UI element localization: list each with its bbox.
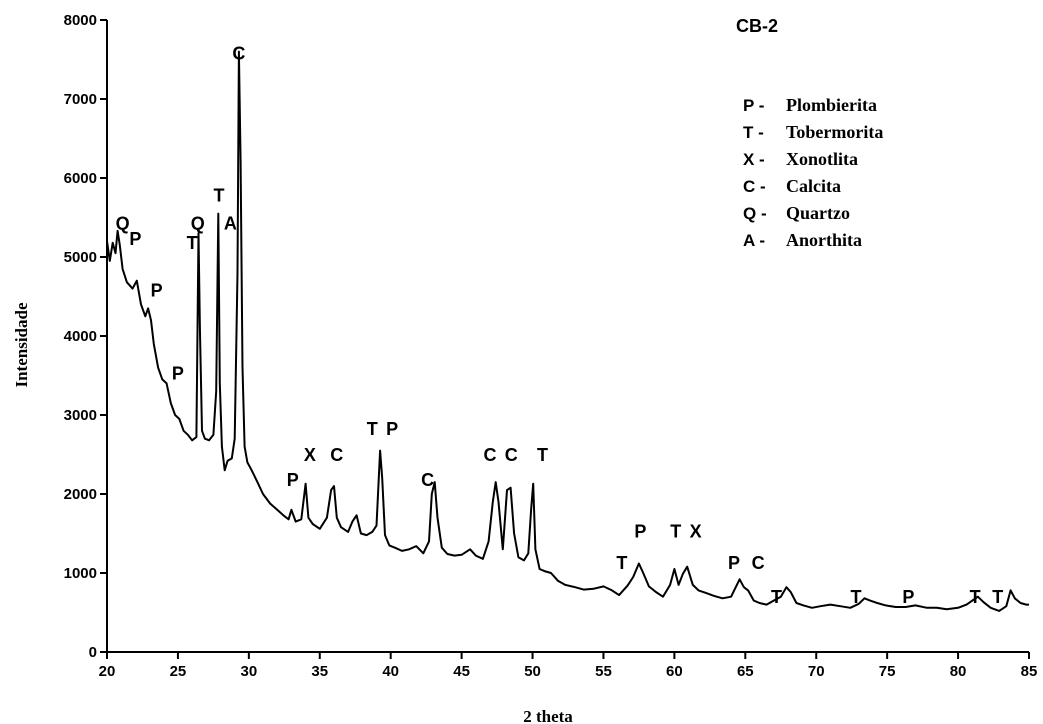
chart-title: CB-2 bbox=[736, 16, 778, 36]
peak-label: C bbox=[232, 44, 245, 64]
x-tick-label: 60 bbox=[666, 663, 683, 680]
peak-label: P bbox=[287, 470, 299, 490]
x-tick-label: 20 bbox=[99, 663, 116, 680]
y-tick-label: 8000 bbox=[64, 12, 97, 29]
peak-label: C bbox=[505, 445, 518, 465]
peak-label: Q bbox=[191, 213, 205, 233]
peak-label: P bbox=[634, 521, 646, 541]
peak-label: T bbox=[970, 587, 981, 607]
x-tick-label: 55 bbox=[595, 663, 612, 680]
legend-name: Xonotlita bbox=[786, 149, 858, 169]
legend-name: Calcita bbox=[786, 176, 841, 196]
x-tick-label: 70 bbox=[808, 663, 825, 680]
x-tick-label: 35 bbox=[311, 663, 328, 680]
legend-code: X - bbox=[743, 150, 765, 169]
legend-code: Q - bbox=[743, 204, 767, 223]
legend-code: T - bbox=[743, 123, 764, 142]
x-tick-label: 85 bbox=[1021, 663, 1038, 680]
x-axis-ticks: 20 25 30 35 40 45 50 55 60 65 70 75 80 85 bbox=[99, 652, 1038, 680]
peak-label: C bbox=[752, 553, 765, 573]
peak-label: P bbox=[728, 553, 740, 573]
legend: P - Plombierita T - Tobermorita X - Xonotlita… bbox=[743, 95, 883, 250]
peak-label: P bbox=[386, 419, 398, 439]
plot-area: 0 1000 2000 3000 4000 5000 6000 7000 8000 20 25 30… bbox=[64, 12, 1038, 680]
peak-label: T bbox=[214, 186, 225, 206]
legend-name: Quartzo bbox=[786, 203, 850, 223]
peak-label: P bbox=[172, 363, 184, 383]
peak-label: Q bbox=[116, 213, 130, 233]
peak-label: P bbox=[151, 281, 163, 301]
y-tick-label: 6000 bbox=[64, 170, 97, 187]
peak-label: T bbox=[850, 587, 861, 607]
x-tick-label: 80 bbox=[950, 663, 967, 680]
y-tick-label: 3000 bbox=[64, 407, 97, 424]
legend-name: Plombierita bbox=[786, 95, 877, 115]
x-tick-label: 65 bbox=[737, 663, 754, 680]
legend-name: Anorthita bbox=[786, 230, 862, 250]
x-axis-title: 2 theta bbox=[523, 707, 573, 724]
peak-label: T bbox=[771, 587, 782, 607]
y-axis-title: Intensidade bbox=[12, 302, 31, 387]
x-tick-label: 50 bbox=[524, 663, 541, 680]
peak-label: A bbox=[224, 213, 237, 233]
x-tick-label: 25 bbox=[170, 663, 187, 680]
y-tick-label: 4000 bbox=[64, 328, 97, 345]
peak-label: T bbox=[616, 553, 627, 573]
peak-label: C bbox=[483, 445, 496, 465]
legend-name: Tobermorita bbox=[786, 122, 883, 142]
x-tick-label: 40 bbox=[382, 663, 399, 680]
y-axis-ticks: 0 1000 2000 3000 4000 5000 6000 7000 8000 bbox=[64, 12, 107, 661]
y-tick-label: 5000 bbox=[64, 249, 97, 266]
peak-label: X bbox=[690, 521, 702, 541]
x-tick-label: 75 bbox=[879, 663, 896, 680]
legend-code: P - bbox=[743, 96, 764, 115]
peak-label: C bbox=[330, 445, 343, 465]
y-tick-label: 1000 bbox=[64, 565, 97, 582]
peak-label: T bbox=[187, 233, 198, 253]
x-tick-label: 45 bbox=[453, 663, 470, 680]
y-tick-label: 2000 bbox=[64, 486, 97, 503]
peak-label: P bbox=[129, 229, 141, 249]
peak-label: C bbox=[421, 470, 434, 490]
peak-label: P bbox=[902, 587, 914, 607]
y-tick-label: 0 bbox=[89, 644, 97, 661]
y-tick-label: 7000 bbox=[64, 91, 97, 108]
legend-code: C - bbox=[743, 177, 766, 196]
legend-code: A - bbox=[743, 231, 765, 250]
x-tick-label: 30 bbox=[241, 663, 258, 680]
diffraction-series-line bbox=[106, 50, 1029, 612]
peak-label: T bbox=[537, 445, 548, 465]
peak-label: X bbox=[304, 445, 316, 465]
peak-label: T bbox=[992, 587, 1003, 607]
peak-label: T bbox=[670, 521, 681, 541]
peak-label: T bbox=[367, 419, 378, 439]
